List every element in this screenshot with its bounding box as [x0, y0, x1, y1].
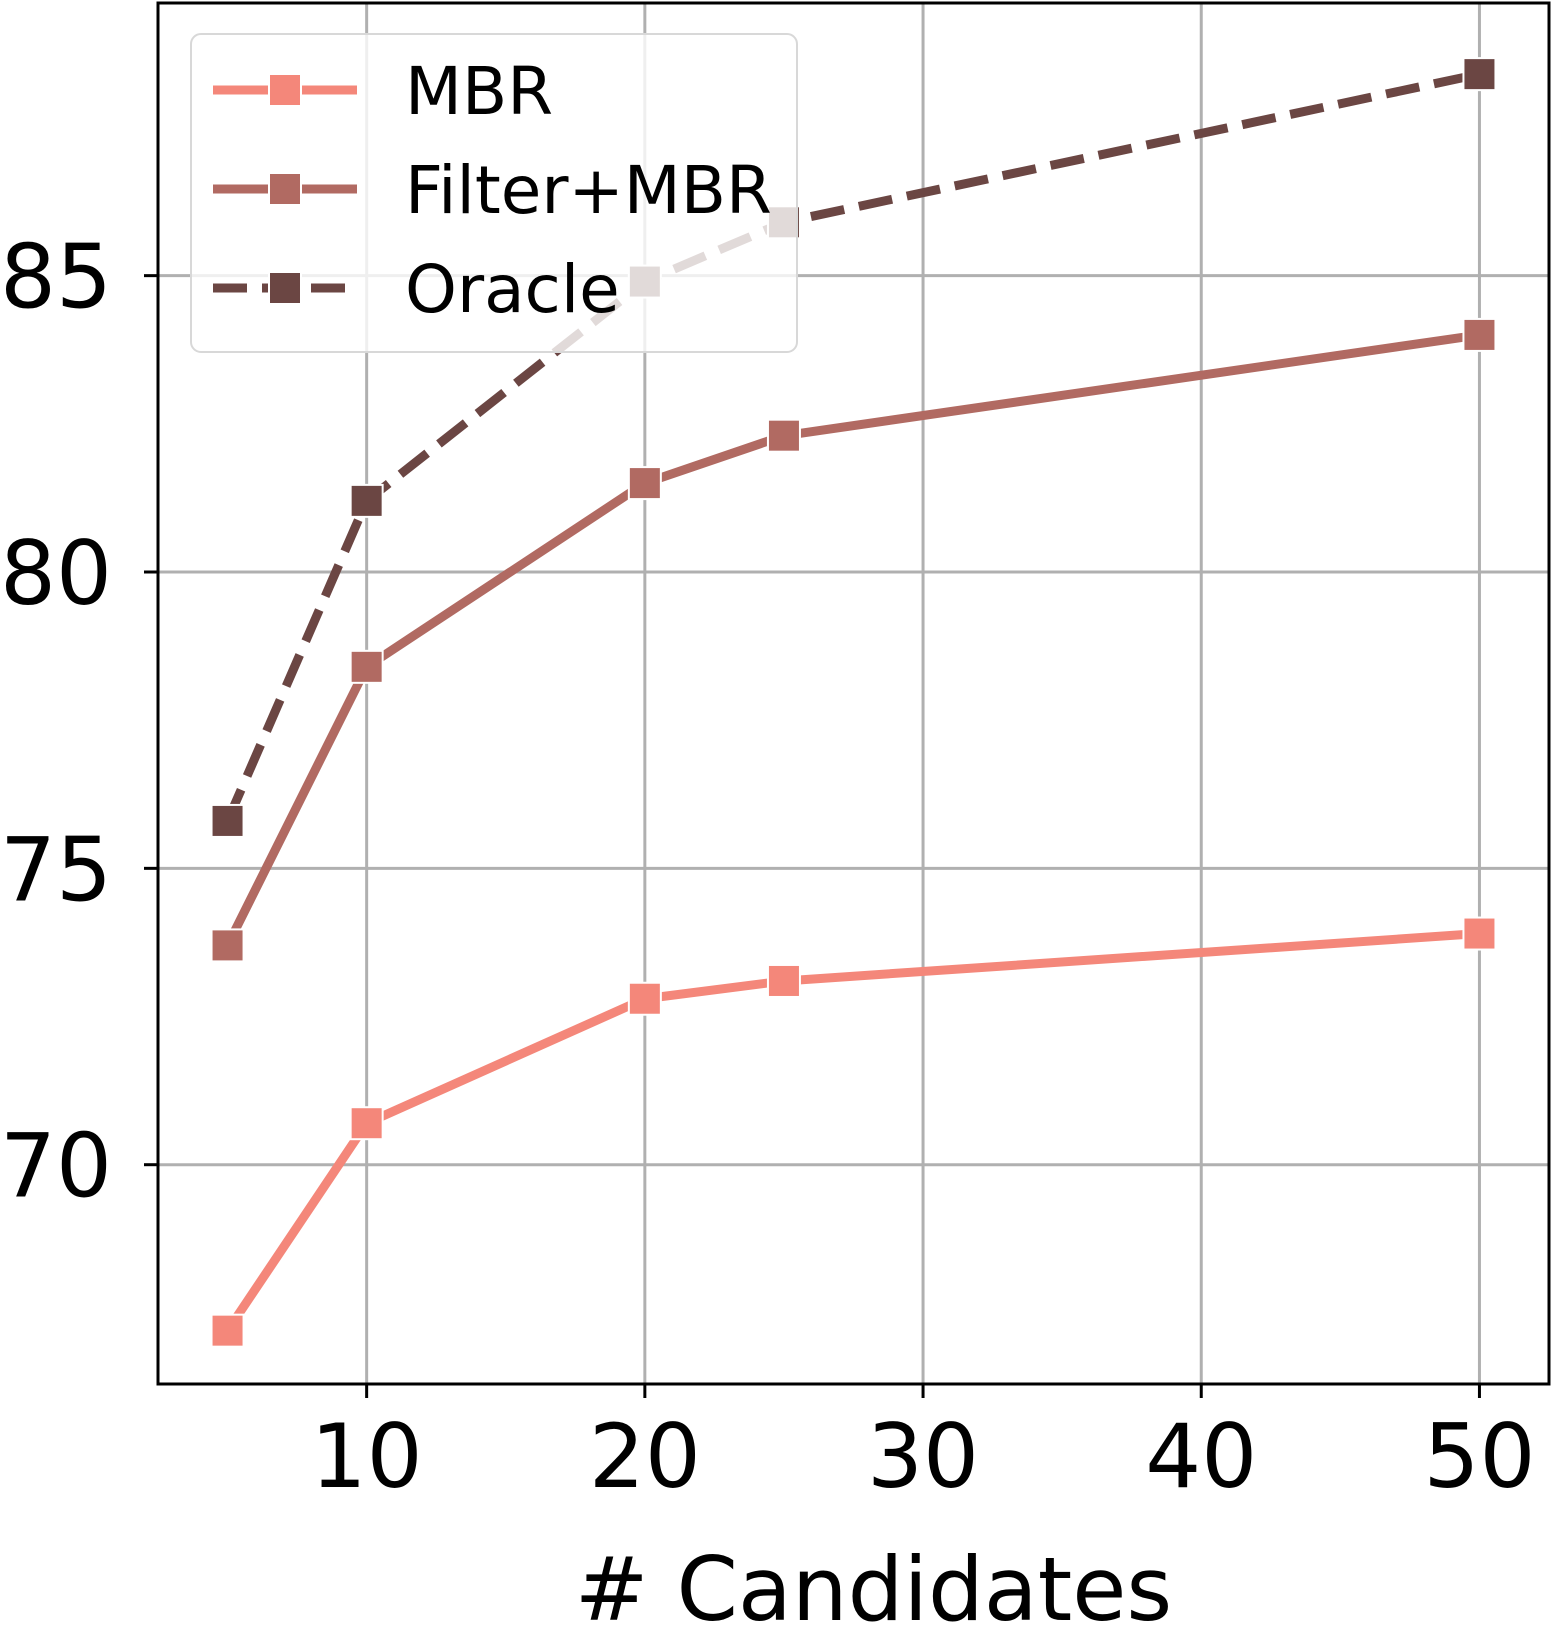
data-point: [766, 963, 801, 998]
x-tick-label: 50: [1423, 1405, 1535, 1508]
data-point: [349, 649, 384, 684]
data-point: [349, 1106, 384, 1141]
series-line: [223, 330, 1481, 948]
data-point: [1462, 57, 1497, 92]
data-point: [766, 418, 801, 453]
data-point: [1462, 317, 1497, 352]
legend-item: Filter+MBR: [213, 152, 772, 229]
plot-frame: [156, 1, 1551, 1386]
y-tick-label: 75: [0, 818, 112, 921]
data-point: [210, 928, 245, 963]
series-mbr: [210, 916, 1497, 1348]
data-point: [627, 981, 662, 1016]
x-tick-label: 30: [867, 1405, 979, 1508]
data-point: [627, 466, 662, 501]
x-tick-label: 20: [589, 1405, 701, 1508]
data-point: [1462, 916, 1497, 951]
legend-label: MBR: [405, 53, 553, 130]
data-point: [210, 803, 245, 838]
y-tick-label: 85: [0, 226, 112, 329]
legend-item: MBR: [213, 53, 553, 130]
legend-item: Oracle: [213, 251, 620, 328]
series-filter-mbr: [210, 317, 1497, 963]
y-tick-label: 70: [0, 1115, 112, 1218]
legend-box: [190, 33, 798, 353]
series-line: [223, 929, 1480, 1334]
legend-marker: [268, 172, 302, 206]
x-tick-label: 10: [311, 1405, 423, 1508]
data-point: [349, 483, 384, 518]
tick-labels: 10 20 30 40 50 70 75 80 85: [0, 226, 1535, 1508]
x-axis-title: # Candidates: [575, 1538, 1172, 1631]
legend-marker: [268, 271, 302, 305]
y-tick-label: 80: [0, 522, 112, 625]
legend: MBR Filter+MBR Oracle: [190, 33, 798, 353]
data-point: [210, 1313, 245, 1348]
x-tick-label: 40: [1145, 1405, 1257, 1508]
legend-label: Oracle: [405, 251, 620, 328]
legend-label: Filter+MBR: [405, 152, 772, 229]
legend-marker: [268, 73, 302, 107]
